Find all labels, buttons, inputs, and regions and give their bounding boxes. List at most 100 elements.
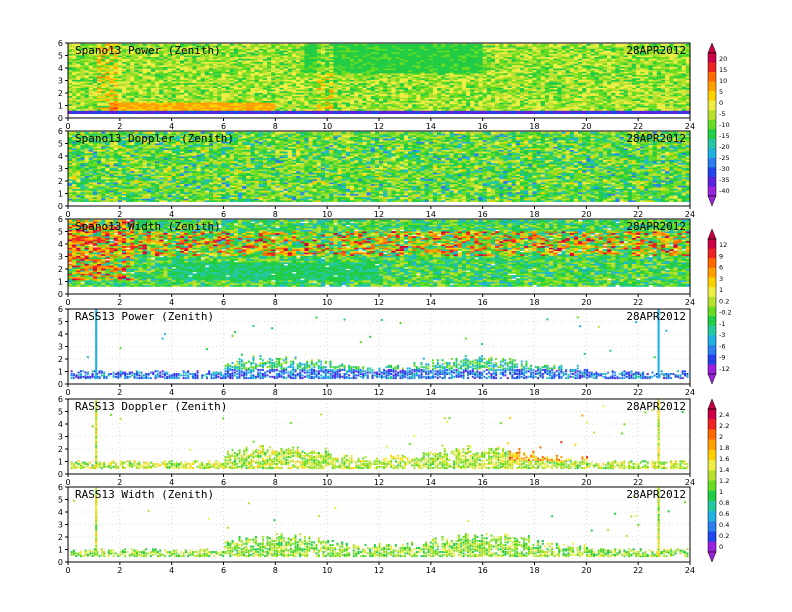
colorbar-label: 5 xyxy=(719,88,723,96)
colorbar-top-arrow xyxy=(707,228,717,240)
colorbar-swatch xyxy=(708,119,716,130)
x-tick-label: 12 xyxy=(374,388,384,397)
colorbar-label: 1.4 xyxy=(719,466,729,474)
x-tick-label: 14 xyxy=(426,122,436,131)
x-tick-label: 18 xyxy=(529,298,539,307)
colorbar-swatch xyxy=(708,409,716,420)
x-tick-label: 16 xyxy=(478,122,488,131)
x-tick-label: 10 xyxy=(322,566,332,575)
y-tick-label: 6 xyxy=(58,305,63,314)
x-tick-label: 24 xyxy=(685,388,695,397)
colorbar-label: 2.2 xyxy=(719,422,729,430)
colorbar-label: -0.2 xyxy=(719,309,732,317)
x-tick-label: 2 xyxy=(117,298,122,307)
y-tick-label: 2 xyxy=(58,533,63,542)
colorbar-label: -9 xyxy=(719,354,725,362)
y-tick-label: 6 xyxy=(58,483,63,492)
colorbar-swatch xyxy=(708,480,716,491)
colorbar-bottom-arrow xyxy=(707,551,717,563)
colorbar-swatch xyxy=(708,239,716,249)
y-tick-label: 3 xyxy=(58,343,63,352)
x-tick-label: 6 xyxy=(221,566,226,575)
y-tick-label: 6 xyxy=(58,215,63,224)
colorbar-label: 9 xyxy=(719,252,723,260)
colorbar-label: 3 xyxy=(719,275,723,283)
y-tick-label: 3 xyxy=(58,165,63,174)
x-tick-label: 20 xyxy=(581,388,591,397)
colorbar-swatch xyxy=(708,364,716,375)
panel-title: RASS13 Width (Zenith) xyxy=(75,488,214,501)
colorbar-swatch xyxy=(708,439,716,451)
y-tick-label: 3 xyxy=(58,433,63,442)
colorbar-swatch xyxy=(708,470,716,481)
panel-date: 28APR2012 xyxy=(626,310,686,323)
colorbar-label: -20 xyxy=(719,143,730,151)
y-tick-label: 2 xyxy=(58,355,63,364)
y-tick-label: 4 xyxy=(58,152,63,161)
panel-date: 28APR2012 xyxy=(626,132,686,145)
x-tick-label: 8 xyxy=(273,566,278,575)
colorbar-label: 1 xyxy=(719,488,723,496)
colorbar-label: -35 xyxy=(719,176,730,184)
colorbar-swatch xyxy=(708,419,716,430)
x-tick-label: 8 xyxy=(273,122,278,131)
y-tick-label: 6 xyxy=(58,39,63,48)
x-tick-label: 24 xyxy=(685,122,695,131)
y-tick-label: 4 xyxy=(58,240,63,249)
colorbar-label: -6 xyxy=(719,342,725,350)
colorbar-label: 1.6 xyxy=(719,455,729,463)
x-tick-label: 24 xyxy=(685,298,695,307)
colorbar-label: 1 xyxy=(719,286,723,294)
y-tick-label: 4 xyxy=(58,508,63,517)
x-tick-label: 0 xyxy=(65,122,70,131)
colorbar-B: 12 9 6 3 1 0.2 -0.2 -1 -3 -6 -9 -12 xyxy=(707,228,732,385)
x-tick-label: 12 xyxy=(374,210,384,219)
colorbar-swatch xyxy=(708,306,716,317)
colorbar-bottom-arrow xyxy=(707,373,717,385)
x-tick-label: 8 xyxy=(273,478,278,487)
colorbar-label: -5 xyxy=(719,110,725,118)
y-tick-label: 1 xyxy=(58,190,63,199)
colorbar-label: 12 xyxy=(719,241,727,249)
colorbar-label: -25 xyxy=(719,154,730,162)
colorbar-label: 10 xyxy=(719,77,727,85)
colorbar-swatch xyxy=(708,62,716,73)
x-tick-label: 14 xyxy=(426,566,436,575)
colorbar-swatch xyxy=(708,110,716,120)
colorbar-label: 0.2 xyxy=(719,532,729,540)
panel-title: Spano13 Doppler (Zenith) xyxy=(75,132,234,145)
x-tick-label: 24 xyxy=(685,210,695,219)
x-tick-label: 18 xyxy=(529,566,539,575)
colorbar-top-arrow xyxy=(707,42,717,54)
x-tick-label: 12 xyxy=(374,122,384,131)
colorbar-label: 0.4 xyxy=(719,521,729,529)
colorbar-swatch xyxy=(708,541,716,553)
x-tick-label: 6 xyxy=(221,210,226,219)
y-tick-label: 3 xyxy=(58,77,63,86)
y-tick-label: 5 xyxy=(58,228,63,237)
x-tick-label: 22 xyxy=(633,478,643,487)
colorbar-label: 0.2 xyxy=(719,297,729,305)
data-field xyxy=(70,487,689,558)
x-tick-label: 18 xyxy=(529,388,539,397)
colorbar-swatch xyxy=(708,148,716,159)
x-tick-label: 14 xyxy=(426,388,436,397)
x-tick-label: 16 xyxy=(478,298,488,307)
y-tick-label: 2 xyxy=(58,445,63,454)
colorbar-swatch xyxy=(708,316,716,326)
colorbar-swatch xyxy=(708,277,716,288)
y-tick-label: 5 xyxy=(58,496,63,505)
x-tick-label: 10 xyxy=(322,210,332,219)
colorbar-swatch xyxy=(708,100,716,111)
x-tick-label: 24 xyxy=(685,478,695,487)
colorbar-swatch xyxy=(708,167,716,178)
colorbar-label: 1.2 xyxy=(719,477,729,485)
colorbar-swatch xyxy=(708,176,716,187)
y-tick-label: 3 xyxy=(58,521,63,530)
colorbar-swatch xyxy=(708,354,716,365)
colorbar-label: 6 xyxy=(719,264,723,272)
x-tick-label: 10 xyxy=(322,478,332,487)
